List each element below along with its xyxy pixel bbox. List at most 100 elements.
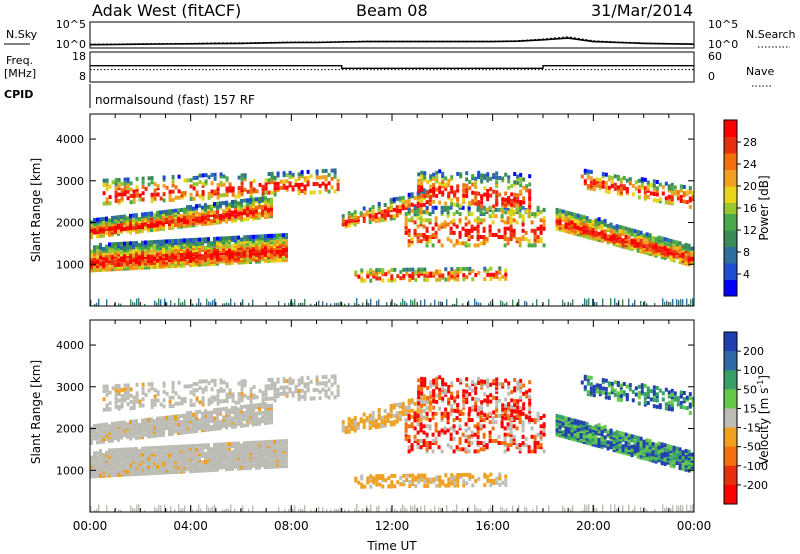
power-echo-cell bbox=[639, 247, 643, 252]
power-echo-cell bbox=[669, 251, 673, 256]
power-echo-cell bbox=[267, 234, 270, 238]
power-echo-cell bbox=[639, 234, 643, 239]
power-echo-cell bbox=[360, 278, 364, 283]
power-clutter-speck bbox=[368, 303, 370, 306]
power-echo-cell bbox=[516, 207, 520, 212]
power-echo-cell bbox=[132, 219, 135, 224]
velocity-echo-cell bbox=[279, 464, 282, 469]
power-echo-cell bbox=[105, 231, 108, 236]
power-echo-cell bbox=[147, 248, 150, 253]
power-echo-cell bbox=[558, 225, 562, 230]
velocity-echo-cell bbox=[132, 453, 135, 458]
power-echo-cell bbox=[123, 247, 126, 252]
power-echo-cell bbox=[519, 200, 523, 204]
power-echo-cell bbox=[660, 236, 664, 241]
velocity-echo-cell bbox=[195, 388, 199, 393]
power-echo-cell bbox=[132, 257, 135, 262]
power-echo-cell bbox=[603, 231, 607, 236]
power-clutter-speck bbox=[610, 298, 612, 306]
power-echo-cell bbox=[561, 217, 565, 222]
power-echo-cell bbox=[497, 228, 501, 233]
velocity-echo-cell bbox=[465, 472, 469, 477]
velocity-echo-cell bbox=[165, 462, 168, 467]
velocity-echo-cell bbox=[405, 473, 409, 478]
power-echo-cell bbox=[234, 258, 237, 263]
velocity-echo-cell bbox=[150, 460, 153, 465]
velocity-echo-cell bbox=[279, 439, 282, 444]
power-echo-cell bbox=[360, 268, 364, 273]
velocity-echo-cell bbox=[392, 420, 396, 425]
power-echo-cell bbox=[491, 214, 495, 219]
velocity-echo-cell bbox=[204, 468, 207, 473]
power-echo-cell bbox=[634, 186, 638, 191]
power-clutter-speck bbox=[294, 299, 296, 306]
power-echo-cell bbox=[465, 266, 469, 271]
power-echo-cell bbox=[485, 239, 489, 244]
power-echo-cell bbox=[168, 198, 172, 203]
velocity-echo-cell bbox=[138, 448, 141, 453]
power-echo-cell bbox=[207, 260, 210, 265]
power-echo-cell bbox=[213, 172, 217, 177]
velocity-echo-cell bbox=[282, 447, 285, 452]
velocity-echo-cell bbox=[117, 398, 121, 403]
power-echo-cell bbox=[231, 218, 234, 223]
velocity-echo-cell bbox=[407, 424, 411, 429]
power-echo-cell bbox=[177, 212, 180, 217]
velocity-echo-cell bbox=[174, 459, 177, 464]
velocity-echo-cell bbox=[150, 398, 154, 403]
power-echo-cell bbox=[249, 187, 253, 192]
power-echo-cell bbox=[598, 184, 602, 189]
power-colorbar-swatch bbox=[724, 219, 737, 225]
power-echo-cell bbox=[243, 211, 246, 216]
power-echo-cell bbox=[637, 189, 641, 194]
power-echo-cell bbox=[631, 192, 635, 197]
velocity-echo-cell bbox=[398, 417, 402, 421]
velocity-echo-cell bbox=[246, 408, 249, 413]
velocity-echo-cell bbox=[219, 442, 222, 447]
velocity-echo-cell bbox=[210, 418, 213, 423]
velocity-echo-cell bbox=[186, 419, 189, 424]
power-echo-cell bbox=[371, 213, 375, 218]
power-echo-cell bbox=[601, 184, 605, 189]
power-echo-cell bbox=[255, 238, 258, 243]
velocity-echo-cell bbox=[225, 454, 228, 459]
velocity-echo-cell bbox=[210, 412, 213, 417]
power-clutter-speck bbox=[646, 303, 648, 306]
power-echo-cell bbox=[237, 211, 240, 216]
power-echo-cell bbox=[426, 190, 430, 195]
power-echo-cell bbox=[297, 189, 301, 194]
velocity-echo-cell bbox=[189, 469, 192, 474]
velocity-echo-cell bbox=[213, 395, 217, 400]
velocity-echo-cell bbox=[255, 440, 258, 445]
velocity-echo-cell bbox=[371, 411, 375, 415]
velocity-echo-cell bbox=[318, 389, 322, 394]
velocity-echo-cell bbox=[90, 466, 93, 471]
power-echo-cell bbox=[150, 228, 153, 233]
power-echo-cell bbox=[204, 221, 207, 226]
velocity-echo-cell bbox=[114, 421, 117, 426]
velocity-echo-cell bbox=[111, 428, 114, 433]
velocity-echo-cell bbox=[135, 427, 138, 432]
velocity-echo-cell bbox=[477, 476, 481, 481]
power-echo-cell bbox=[171, 251, 174, 256]
power-echo-cell bbox=[273, 256, 276, 261]
power-echo-cell bbox=[347, 223, 351, 228]
power-echo-cell bbox=[198, 220, 201, 225]
velocity-echo-cell bbox=[120, 468, 123, 473]
power-clutter-speck bbox=[358, 303, 360, 306]
velocity-echo-cell bbox=[96, 427, 99, 432]
velocity-echo-cell bbox=[324, 389, 328, 394]
velocity-echo-cell bbox=[150, 386, 154, 391]
power-echo-cell bbox=[476, 220, 480, 225]
power-echo-cell bbox=[135, 185, 139, 190]
power-echo-cell bbox=[216, 191, 220, 196]
power-echo-cell bbox=[555, 216, 559, 221]
velocity-echo-cell bbox=[321, 387, 325, 392]
power-echo-cell bbox=[222, 251, 225, 255]
velocity-echo-cell bbox=[333, 380, 337, 385]
power-echo-cell bbox=[198, 250, 201, 255]
power-echo-cell bbox=[168, 249, 171, 254]
velocity-echo-cell bbox=[383, 419, 387, 424]
power-echo-cell bbox=[519, 179, 523, 184]
velocity-echo-cell bbox=[144, 418, 147, 423]
